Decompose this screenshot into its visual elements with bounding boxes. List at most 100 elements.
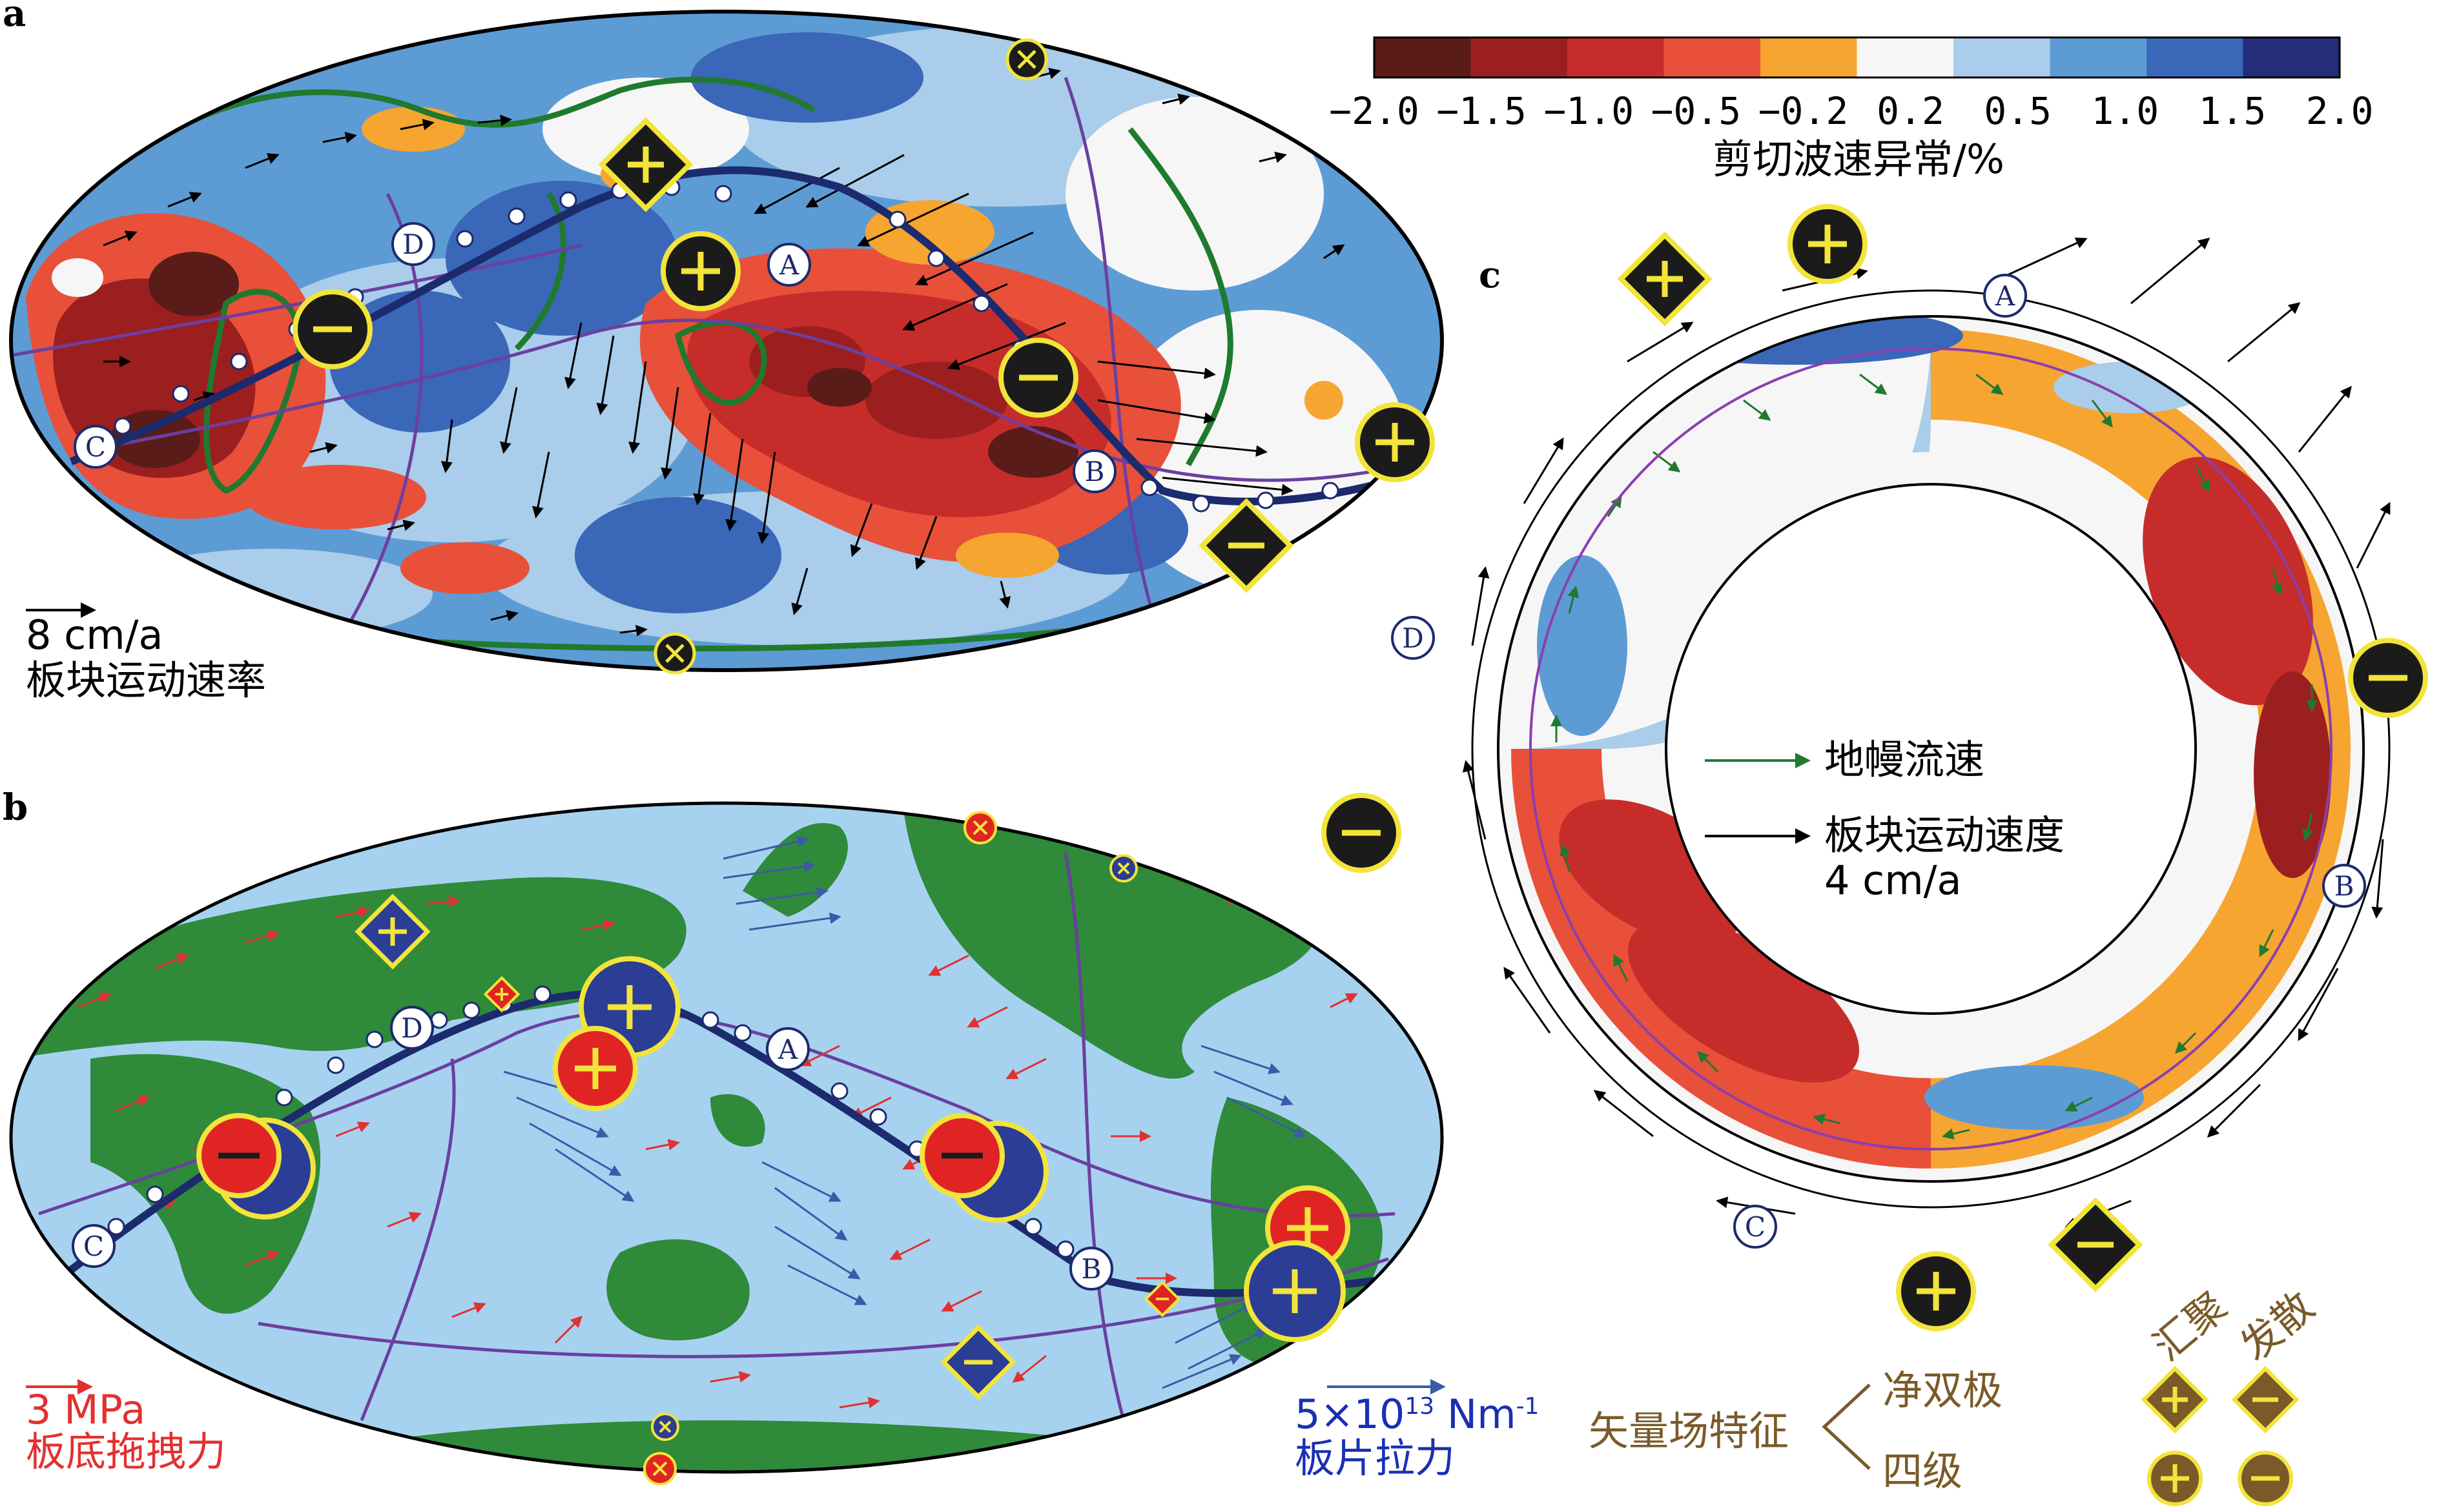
- point-b-label: B: [1069, 1247, 1113, 1291]
- colorbar-cell: [2243, 37, 2340, 77]
- point-a-label: A: [767, 243, 811, 287]
- colorbar-tick-label: −0.2: [1758, 89, 1849, 133]
- colorbar-tick-label: 0.2: [1877, 89, 1944, 133]
- svg-text:A: A: [778, 1034, 798, 1065]
- legend-diverge-label: 发散: [2231, 1282, 2323, 1370]
- point-c-label: C: [72, 1224, 116, 1268]
- point-a-label: A: [766, 1027, 810, 1071]
- svg-text:C: C: [85, 431, 106, 463]
- panel-c-letter: c: [1479, 254, 1501, 296]
- dipole-diverge-symbol: [2348, 638, 2428, 718]
- slab-scale-label: 板片拉力: [1295, 1435, 1455, 1482]
- svg-text:D: D: [1402, 622, 1424, 654]
- svg-text:A: A: [1995, 280, 2015, 312]
- colorbar-tick-label: 1.5: [2199, 89, 2267, 133]
- colorbar-tick-label: −0.5: [1651, 89, 1741, 133]
- pole-cross-symbol: [1109, 854, 1138, 883]
- colorbar-cell: [2147, 37, 2243, 77]
- pole-cross-symbol: [643, 1452, 677, 1486]
- svg-text:C: C: [83, 1231, 104, 1262]
- legend-dipole-label: 净双极: [1882, 1367, 2003, 1414]
- colorbar-tick-label: −2.0: [1329, 89, 1419, 133]
- slab-scale-value: 5×1013 Nm-1: [1295, 1391, 1540, 1438]
- svg-text:C: C: [1745, 1211, 1766, 1243]
- legend-quadrupole-diverge-symbol: [2231, 1365, 2300, 1434]
- colorbar-tick-label: −1.5: [1436, 89, 1527, 133]
- panel-a-scale: 8 cm/a 板块运动速率: [26, 602, 266, 704]
- point-d-label: D: [391, 222, 435, 266]
- panel-a-symbols: [293, 38, 1435, 675]
- dipole-diverge-symbol: [998, 338, 1078, 418]
- drag-scale-value: 3 MPa: [26, 1386, 145, 1433]
- panel-c-plate-motion-arrows: [1462, 238, 2391, 1229]
- svg-text:B: B: [1082, 1253, 1102, 1285]
- pole-cross-symbol: [1005, 38, 1048, 81]
- quadrupole-converge-symbol: [598, 117, 694, 212]
- panel-b-letter: b: [3, 786, 28, 829]
- legend-title: 矢量场特征: [1589, 1407, 1789, 1455]
- colorbar-title: 剪切波速异常/%: [1713, 136, 2004, 183]
- svg-text:D: D: [401, 1012, 423, 1044]
- pole-cross-symbol: [651, 1413, 679, 1441]
- quadrupole-diverge-symbol: [940, 1324, 1016, 1400]
- svg-text:B: B: [2334, 870, 2354, 902]
- plate-velocity-label: 板块运动速度: [1824, 812, 2065, 859]
- legend-converge-label: 汇聚: [2144, 1282, 2236, 1370]
- svg-text:D: D: [402, 229, 424, 260]
- point-d-label: D: [390, 1006, 434, 1050]
- legend-quadrupole-converge-symbol: [2141, 1365, 2209, 1434]
- colorbar-tick-label: 1.0: [2091, 89, 2159, 133]
- colorbar-cell: [1374, 37, 1471, 77]
- plate-velocity-value: 4 cm/a: [1824, 857, 1962, 904]
- svg-text:B: B: [1085, 456, 1105, 487]
- panel-c-mantle-flow-arrows: [1550, 373, 2318, 1140]
- panel-c-legend: 地幔流速 板块运动速度 4 cm/a: [1705, 736, 2065, 904]
- panel-c-point-labels: A B C D: [1391, 274, 2366, 1249]
- dipole-diverge-symbol: [293, 289, 373, 369]
- colorbar-tick-label: 0.5: [1984, 89, 2052, 133]
- colorbar-cell: [1470, 37, 1568, 77]
- panel-a-point-labels: A B C D: [74, 222, 1117, 493]
- symbol-legend: 矢量场特征 净双极 四级 汇聚 发散: [1589, 1282, 2323, 1506]
- panel-b-drag-scale: 3 MPa 板底拖拽力: [26, 1379, 226, 1475]
- dipole-converge-symbol: [661, 231, 741, 311]
- panel-b-symbols: [196, 811, 1350, 1486]
- panel-c-anomaly-field: [1511, 307, 2351, 1169]
- quadrupole-diverge-small-symbol: [1144, 1280, 1181, 1318]
- mantle-flow-label: 地幔流速: [1824, 736, 1984, 783]
- svg-text:A: A: [779, 249, 799, 281]
- colorbar-cell: [1760, 37, 1857, 77]
- panel-b-continents: [13, 810, 1397, 1472]
- colorbar-tick-label: 2.0: [2306, 89, 2374, 133]
- velocity-scale-label: 板块运动速率: [26, 657, 266, 704]
- point-c-label: C: [74, 425, 118, 469]
- drag-diverge-symbol: [196, 1113, 282, 1198]
- point-d-label: D: [1391, 616, 1435, 660]
- drag-scale-label: 板底拖拽力: [26, 1428, 226, 1475]
- dipole-converge-symbol: [1896, 1251, 1976, 1331]
- panel-c-annulus: [1462, 238, 2391, 1229]
- drag-diverge-symbol: [920, 1113, 1005, 1198]
- colorbar-cell: [1953, 37, 2050, 77]
- velocity-scale-value: 8 cm/a: [26, 611, 163, 659]
- panel-b-slab-scale: 5×1013 Nm-1 板片拉力: [1295, 1379, 1540, 1482]
- panel-b-slab-pull-vectors: [503, 835, 1306, 1389]
- panel-b-point-labels: A B C D: [72, 1006, 1113, 1291]
- drag-converge-symbol: [553, 1026, 638, 1111]
- panel-a-letter: a: [3, 0, 26, 35]
- point-c-label: C: [1733, 1205, 1777, 1249]
- colorbar: −2.0 −1.5 −1.0 −0.5 −0.2 0.2 0.5 1.0 1.5 2.0 剪切波速…: [1329, 36, 2373, 183]
- point-b-label: B: [2322, 864, 2366, 908]
- colorbar-cells: [1374, 37, 2340, 77]
- quadrupole-diverge-symbol: [1199, 498, 1294, 593]
- panel-a-plate-motion-arrows: [103, 67, 1345, 637]
- colorbar-cell: [1567, 37, 1664, 77]
- pole-cross-symbol: [963, 811, 997, 844]
- point-a-label: A: [1983, 274, 2027, 318]
- legend-dipole-converge-symbol: [2147, 1451, 2203, 1506]
- colorbar-tick-label: −1.0: [1543, 89, 1634, 133]
- quadrupole-converge-symbol: [1617, 231, 1713, 327]
- colorbar-tick-labels: −2.0 −1.5 −1.0 −0.5 −0.2 0.2 0.5 1.0 1.5 2.0: [1329, 89, 2373, 133]
- dipole-converge-symbol: [1787, 204, 1868, 284]
